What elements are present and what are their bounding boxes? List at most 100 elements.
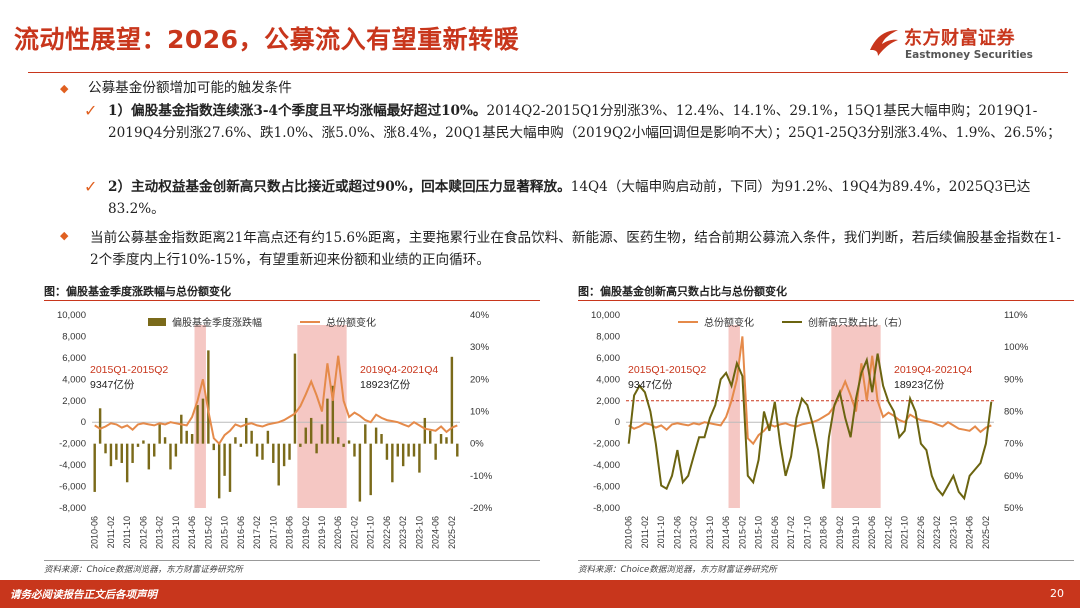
left-chart-panel: 图：偏股基金季度涨跌幅与总份额变化 10,000 8,000 6,000 4,000 2… [44,283,540,578]
y-left-tick: 4,000 [596,374,620,385]
y-left-tick: -2,000 [59,439,86,450]
legend-bar-swatch [148,318,166,326]
bar [201,398,205,444]
sub-point-1: ✓ 1）偏股基金指数连续涨3-4个季度且平均涨幅最好超过10%。2014Q2-2… [84,101,1062,144]
bar [331,385,335,444]
right-chart: 10,000 8,000 6,000 4,000 2,000 0 -2,000 -4,000 -… [591,310,1029,549]
bar [282,443,286,467]
x-tick: 2025-02 [447,516,457,549]
y-right-tick: 100% [1004,342,1029,353]
x-tick: 2011-10 [656,516,666,548]
left-chart-source: 资料来源：Choice数据浏览器，东方财富证券研究所 [44,565,243,575]
x-tick: 2014-06 [187,516,197,549]
bar [245,417,248,444]
x-tick: 2011-02 [640,516,650,548]
bar [223,443,226,476]
bar [98,408,102,444]
left-chart-caption: 图：偏股基金季度涨跌幅与总份额变化 [44,285,231,298]
bar [109,443,113,467]
company-logo: 东方财富证券 Eastmoney Securities [868,24,1068,66]
annotation-value-1: 9347亿份 [628,378,673,391]
legend-line1-label: 总份额变化 [704,316,754,329]
diamond-bullet-icon: ◆ [60,229,69,242]
x-tick: 2019-02 [301,516,311,549]
x-tick: 2021-02 [349,516,359,549]
bar [228,443,232,492]
bar [217,443,221,499]
bar [364,424,367,444]
x-tick: 2017-10 [268,516,278,549]
bar [445,437,448,444]
x-tick: 2024-06 [431,516,441,549]
x-tick: 2015-10 [220,516,230,549]
right-chart-panel: 图：偏股基金创新高只数占比与总份额变化 10,000 8,000 6,000 4,00… [578,283,1074,578]
bar [304,427,307,444]
sub-point-2: ✓ 2）主动权益基金创新高只数占比接近或超过90%，回本赎回压力显著释放。14Q… [84,177,1062,220]
bullet-2-text: 当前公募基金指数距离21年高点还有约15.6%距离，主要拖累行业在食品饮料、新能… [90,230,1061,268]
bar [309,417,313,444]
legend-bar-label: 偏股基金季度涨跌幅 [172,316,262,329]
x-tick: 2022-06 [916,516,926,549]
x-tick: 2017-02 [252,516,262,549]
bar [131,443,134,463]
bar [385,443,389,460]
x-tick: 2021-02 [883,516,893,549]
annotation-period-1: 2015Q1-2015Q2 [90,364,168,376]
checkmark-icon: ✓ [84,177,98,196]
source-rule [44,560,540,561]
x-tick: 2010-06 [624,516,634,549]
y-right-tick: 110% [1004,310,1028,321]
x-tick: 2024-06 [965,516,975,549]
bar [320,424,324,444]
x-tick: 2015-10 [754,516,764,549]
footer-disclaimer: 请务必阅读报告正文后各项声明 [10,589,157,601]
annotation-period-1: 2015Q1-2015Q2 [628,364,706,376]
x-tick: 2013-02 [689,516,699,549]
bullet-1-text: 公募基金份额增加可能的触发条件 [88,80,292,96]
bar [369,443,372,496]
legend-line2-label: 创新高只数占比（右） [808,316,908,329]
x-tick: 2020-06 [867,516,877,549]
bar [272,443,275,463]
bar [142,440,145,444]
bar [190,434,194,444]
y-left-tick: -4,000 [593,460,620,471]
bar [196,405,199,444]
left-chart: 10,000 8,000 6,000 4,000 2,000 0 -2,000 -4,000 -… [57,310,493,549]
y-right-tick: -20% [470,503,493,514]
y-right-tick: 50% [1004,503,1024,514]
bar [439,434,443,444]
bar [250,430,253,444]
bar [374,427,378,444]
bar [93,443,96,492]
bar [288,443,291,460]
bar [326,398,329,444]
shade-2015 [194,325,206,508]
x-tick: 2022-06 [382,516,392,549]
bar [396,443,399,457]
y-left-tick: 4,000 [62,374,86,385]
source-rule [578,560,1074,561]
x-tick: 2011-02 [106,516,116,548]
bar [353,443,356,457]
x-tick: 2018-06 [819,516,829,549]
bar [239,443,243,447]
shade-2015 [728,325,740,508]
sub-1-highlight: 1）偏股基金指数连续涨3-4个季度且平均涨幅最好超过10%。 [108,103,487,119]
bar [174,443,178,457]
title-rule [28,72,1068,73]
bar [293,353,297,444]
y-left-tick: -8,000 [593,503,620,514]
footer-bar: 请务必阅读报告正文后各项声明 20 [0,580,1080,608]
y-right-tick: 80% [1004,407,1024,418]
y-right-tick: 90% [1004,374,1024,385]
y-left-tick: 8,000 [62,331,86,342]
share-change-line [628,336,992,446]
y-left-tick: 0 [615,417,620,428]
x-tick: 2019-10 [851,516,861,549]
x-tick: 2017-02 [786,516,796,549]
bar [185,430,188,444]
x-tick: 2019-10 [317,516,327,549]
caption-rule [578,300,1074,301]
x-tick: 2023-02 [932,516,942,549]
